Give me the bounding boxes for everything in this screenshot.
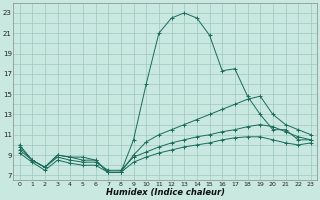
X-axis label: Humidex (Indice chaleur): Humidex (Indice chaleur) [106,188,225,197]
